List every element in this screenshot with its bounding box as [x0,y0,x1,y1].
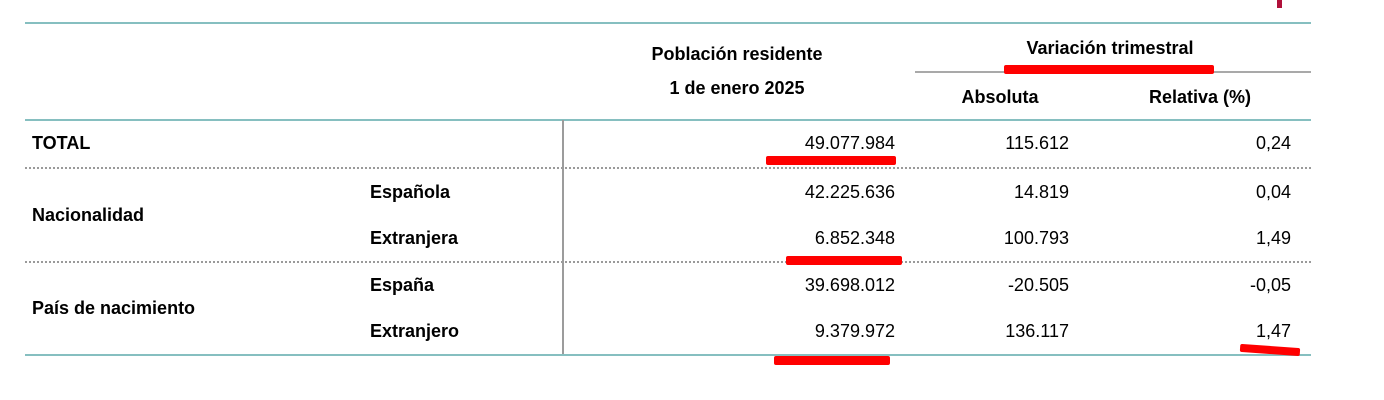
cell-relativa-espanola: 0,04 [1255,182,1291,202]
highlight-total-poblacion [766,156,896,165]
header-absoluta: Absoluta [961,87,1039,107]
row-label-espana: España [370,275,435,295]
cell-poblacion-extranjera: 6.852.348 [814,228,895,248]
cell-absoluta-extranjero: 136.117 [1005,321,1069,341]
column-divider [562,120,564,354]
cell-relativa-total: 0,24 [1255,133,1291,153]
highlight-extranjero-poblacion [774,356,890,365]
row-group-pais-nacimiento: País de nacimiento [32,298,196,318]
header-bottom-rule [25,119,1311,121]
brand-corner-mark [1277,0,1282,8]
row-divider-total [25,167,1311,169]
cell-absoluta-total: 115.612 [1005,133,1069,153]
header-poblacion-line2: 1 de enero 2025 [669,78,805,98]
cell-poblacion-espanola: 42.225.636 [804,182,895,202]
table-bottom-rule [25,354,1311,356]
cell-poblacion-espana: 39.698.012 [804,275,895,295]
cell-relativa-extranjera: 1,49 [1255,228,1291,248]
cell-absoluta-espana: -20.505 [1007,275,1069,295]
cell-poblacion-total: 49.077.984 [804,133,895,153]
table-top-rule [25,22,1311,24]
cell-absoluta-extranjera: 100.793 [1003,228,1069,248]
cell-absoluta-espanola: 14.819 [1013,182,1069,202]
row-label-extranjero: Extranjero [370,321,460,341]
highlight-extranjera-poblacion [786,256,902,265]
row-divider-nacionalidad [25,261,1311,263]
row-label-espanola: Española [370,182,451,202]
header-poblacion-line1: Población residente [651,44,823,64]
row-label-extranjera: Extranjera [370,228,459,248]
cell-relativa-espana: -0,05 [1249,275,1291,295]
row-group-total: TOTAL [32,133,91,153]
header-relativa: Relativa (%) [1148,87,1252,107]
row-group-nacionalidad: Nacionalidad [32,205,145,225]
cell-relativa-extranjero: 1,47 [1255,321,1291,341]
highlight-variacion-trimestral [1004,65,1214,74]
cell-poblacion-extranjero: 9.379.972 [814,321,895,341]
header-variacion-trimestral: Variación trimestral [1026,38,1194,58]
